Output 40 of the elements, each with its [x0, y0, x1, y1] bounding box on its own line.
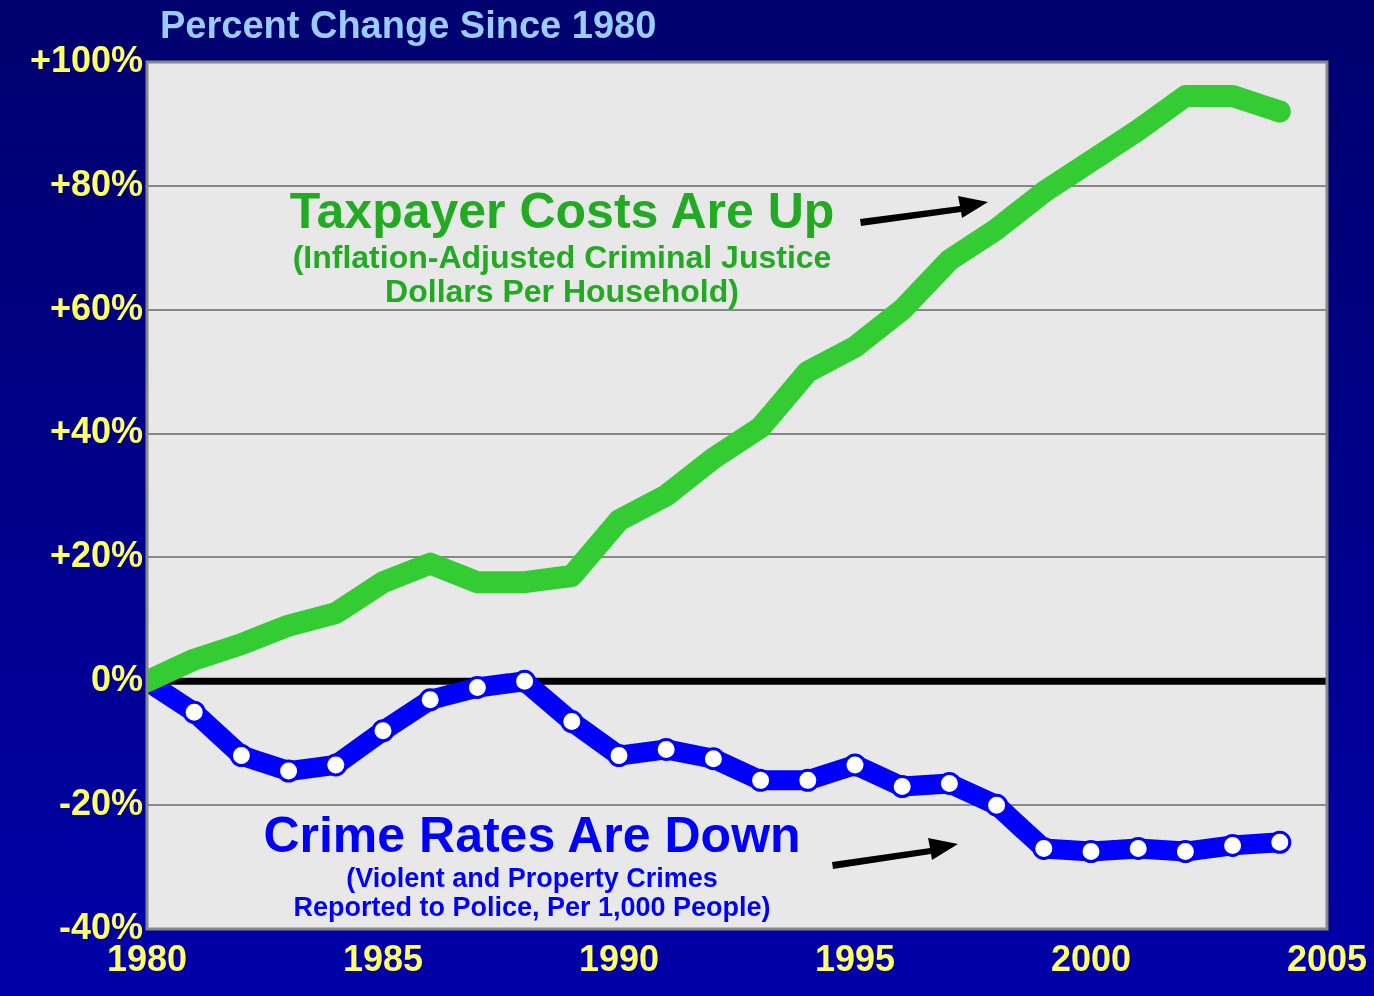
annotation: (Inflation-Adjusted Criminal Justice Dollars Per Household)	[292, 238, 832, 309]
y-tick-label: +100%	[29, 38, 143, 80]
point	[749, 768, 773, 792]
series-label: Crime Rates Are Down	[263, 806, 801, 863]
point	[1079, 840, 1103, 864]
point	[1173, 840, 1197, 864]
x-tick-label: 1990	[578, 937, 660, 979]
x-tick-label: 1995	[814, 937, 896, 979]
y-tick-label: +40%	[49, 410, 143, 452]
y-tick-label: +60%	[49, 286, 143, 328]
point	[1126, 836, 1150, 860]
y-tick-label: -20%	[58, 782, 143, 824]
point	[513, 669, 537, 693]
x-tick-label: 2005	[1286, 937, 1368, 979]
y-tick-label: +80%	[49, 162, 143, 204]
y-tick-label: +20%	[49, 534, 143, 576]
chart-title: Percent Change Since 1980	[160, 4, 657, 47]
annotation: (Violent and Property Crimes Reported to Police, Per 1,000 People)	[293, 863, 771, 923]
point	[560, 710, 584, 734]
point	[937, 771, 961, 795]
point	[985, 793, 1009, 817]
point	[1221, 833, 1245, 857]
point	[324, 753, 348, 777]
point	[371, 719, 395, 743]
y-tick-label: 0%	[90, 658, 143, 700]
x-tick-label: 2000	[1050, 937, 1132, 979]
point	[465, 675, 489, 699]
point	[796, 768, 820, 792]
point	[1032, 836, 1056, 860]
point	[182, 700, 206, 724]
point	[607, 744, 631, 768]
point	[890, 775, 914, 799]
point	[418, 688, 442, 712]
point	[843, 753, 867, 777]
point	[654, 737, 678, 761]
point	[229, 744, 253, 768]
point	[701, 747, 725, 771]
series-label: Taxpayer Costs Are Up	[289, 182, 835, 239]
point	[1268, 830, 1292, 854]
x-tick-label: 1985	[342, 937, 424, 979]
